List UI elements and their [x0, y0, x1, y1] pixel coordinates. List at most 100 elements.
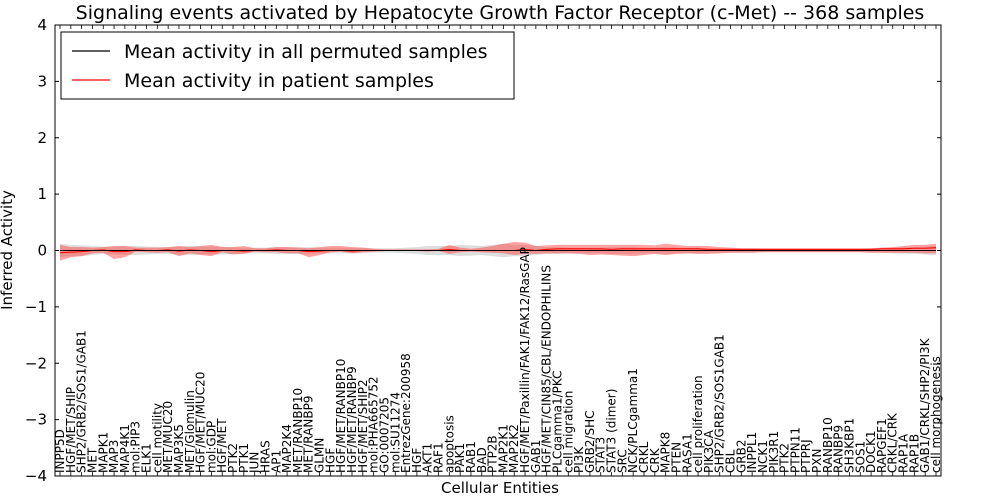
- category-label: PIK3CA: [702, 429, 716, 473]
- category-label: PTPN11: [788, 427, 802, 473]
- category-label: HGF/MET/Paxillin/FAK1/FAK12/RasGAP: [518, 247, 532, 473]
- category-label: INPP5D: [53, 429, 67, 473]
- category-label: mol:PHA665752: [367, 376, 381, 473]
- category-label: PIK3R1: [767, 431, 781, 473]
- category-label: STAT3: [594, 437, 608, 473]
- y-tick-label: 0: [37, 242, 47, 260]
- y-tick-label: −3: [25, 411, 47, 429]
- y-axis-label: Inferred Activity: [0, 190, 16, 310]
- category-label: PTK1: [237, 443, 251, 473]
- category-label: cell migration: [561, 391, 575, 473]
- legend-label-permuted: Mean activity in all permuted samples: [124, 41, 487, 63]
- category-label: NCK/PLCgamma1: [626, 368, 640, 473]
- x-axis-ticks: [59, 25, 937, 476]
- category-label: RAP1A: [897, 433, 911, 473]
- chart-title: Signaling events activated by Hepatocyte…: [76, 2, 925, 24]
- y-tick-label: −1: [25, 298, 47, 316]
- category-label: cell proliferation: [691, 375, 705, 473]
- y-axis-ticks: 4 3 2 1 0 −1 −2 −3 −4: [25, 16, 941, 485]
- category-label: cell morphogenesis: [929, 356, 943, 473]
- category-label: PXN: [810, 449, 824, 473]
- category-label: CRKL: [637, 441, 651, 473]
- category-label: MAP4K1: [118, 424, 132, 473]
- category-label: MET/Glomulin: [183, 390, 197, 473]
- y-tick-label: 3: [37, 72, 47, 90]
- y-tick-label: 2: [37, 129, 47, 147]
- category-label: HGF/MET: [215, 418, 229, 473]
- category-label: PTK2: [226, 443, 240, 473]
- category-label: PTK2: [778, 443, 792, 473]
- category-label: BAD: [475, 447, 489, 473]
- category-label: STAT3 (dimer): [605, 389, 619, 473]
- category-label: PLCgamma1/PKC: [550, 370, 564, 473]
- category-label: MAP2K2: [507, 424, 521, 473]
- category-label: EntrezGene:200958: [399, 353, 413, 473]
- category-label: SOS1: [853, 441, 867, 473]
- category-label: GLMN: [313, 438, 327, 473]
- category-label: GRB2: [734, 439, 748, 473]
- category-label: CBL: [724, 449, 738, 473]
- category-label: MAP2K4: [280, 424, 294, 473]
- y-tick-label: 4: [37, 16, 47, 34]
- category-label: SH3KBP1: [842, 418, 856, 473]
- legend-label-patient: Mean activity in patient samples: [124, 70, 434, 92]
- category-label: RAPGEF1: [875, 418, 889, 473]
- category-label: MAP2K1: [496, 424, 510, 473]
- category-label: MAP3K5: [172, 424, 186, 473]
- category-label: mol:SU11274: [388, 392, 402, 473]
- category-label: RANBP9: [832, 425, 846, 473]
- category-label: SHP2/GRB2/SOS1GAB1: [713, 334, 727, 473]
- category-label: JUN: [248, 452, 262, 474]
- y-tick-label: −4: [25, 467, 47, 485]
- category-label: CRK: [648, 447, 662, 473]
- category-label: MET: [85, 447, 99, 473]
- plot-frame: [54, 24, 942, 477]
- category-label: HGF/MET/SHIP2: [356, 379, 370, 473]
- category-label: MAPK8: [659, 432, 673, 473]
- category-label: GO:0007205: [377, 397, 391, 473]
- category-label: apoptosis: [442, 415, 456, 473]
- category-label: PTP2B: [486, 435, 500, 473]
- category-label: PAK1: [453, 443, 467, 473]
- category-label: HGF/MET/SHIP: [64, 387, 78, 473]
- category-label: SHP2/GRB2/SOS1/GAB1: [75, 330, 89, 473]
- category-label: cell motility: [150, 403, 164, 473]
- category-label: PTEN: [669, 442, 683, 473]
- category-label: RASA1: [680, 433, 694, 473]
- category-label: HGF/MET/MUC20: [194, 372, 208, 473]
- category-label: MET/MUC20: [161, 401, 175, 473]
- category-label: NCK1: [756, 440, 770, 473]
- category-label: RANBP10: [821, 417, 835, 473]
- category-label: SRC: [615, 449, 629, 473]
- category-label: RAF1: [432, 442, 446, 473]
- legend-box: [60, 31, 515, 100]
- category-label: DOCK1: [864, 430, 878, 473]
- category-label: mol:PIP3: [129, 421, 143, 473]
- category-label: HGF/MET/RANBP10: [334, 359, 348, 473]
- category-label: GAB1/CRKL/SHP2/PI3K: [918, 337, 932, 473]
- y-tick-label: 1: [37, 185, 47, 203]
- category-label: INPPL1: [745, 432, 759, 473]
- category-label: RAB1: [464, 441, 478, 473]
- category-label: HRAS: [258, 440, 272, 473]
- category-label: AKT1: [421, 443, 435, 473]
- category-label: GAB1: [529, 440, 543, 473]
- category-label: ELK1: [140, 443, 154, 473]
- category-label: HGF/MET/CIN85/CBL/ENDOPHILINS: [540, 265, 554, 473]
- category-label: AP1: [269, 450, 283, 473]
- category-label: CRKL/CRK: [886, 412, 900, 473]
- y-tick-label: −2: [25, 354, 47, 372]
- legend: Mean activity in all permuted samples Me…: [60, 31, 515, 100]
- patient-band: [60, 242, 936, 261]
- category-label: HGF: [323, 448, 337, 473]
- category-label: MET/RANBP9: [302, 396, 316, 473]
- category-label: HGF/MET/RANBP9: [345, 366, 359, 473]
- category-label: RAP1B: [907, 434, 921, 473]
- category-label: MAP3: [107, 440, 121, 473]
- category-labels: INPP5DHGF/MET/SHIPSHP2/GRB2/SOS1/GAB1MET…: [53, 247, 943, 474]
- category-label: HGF: [410, 448, 424, 473]
- category-label: mol:GDP: [204, 421, 218, 473]
- category-label: GRB2/SHC: [583, 410, 597, 473]
- x-axis-label: Cellular Entities: [441, 479, 559, 497]
